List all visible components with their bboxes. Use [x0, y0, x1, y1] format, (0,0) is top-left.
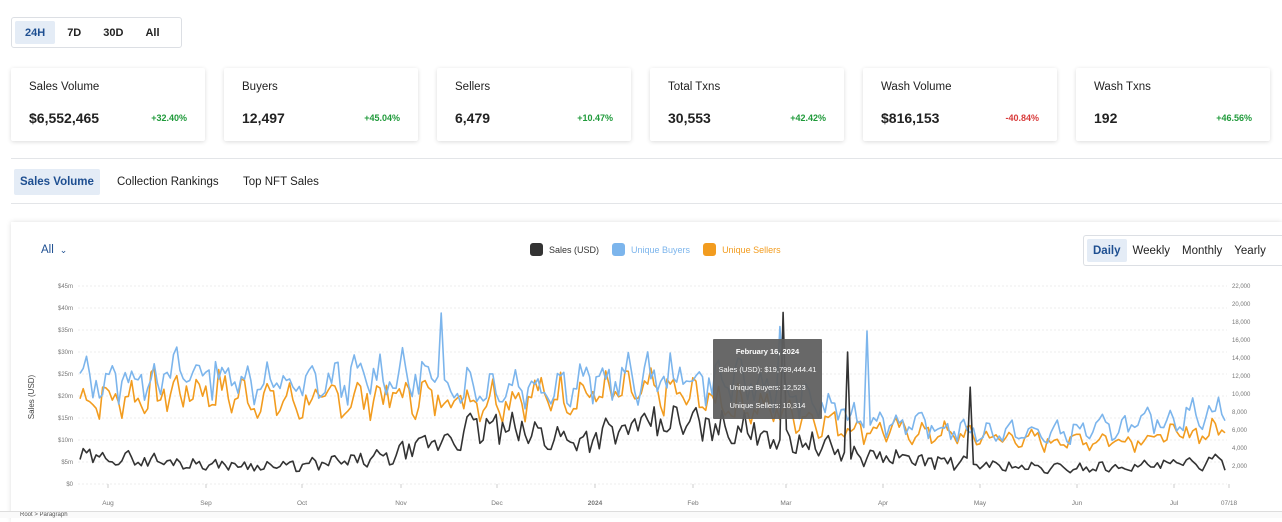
tooltip-buyers: Unique Buyers: 12,523	[729, 383, 806, 392]
legend-label: Unique Sellers	[722, 244, 781, 255]
y-tick-label: $40m	[58, 306, 73, 312]
legend-swatch	[530, 243, 543, 256]
y2-tick-label: 20,000	[1232, 302, 1251, 308]
x-tick-label: 2024	[588, 500, 603, 507]
y-axis-label: Sales (USD)	[27, 374, 36, 419]
x-tick-label: Sep	[200, 500, 212, 507]
chart-legend: Sales (USD) Unique Buyers Unique Sellers	[530, 243, 781, 256]
range-24h-button[interactable]: 24H	[15, 21, 56, 44]
stat-value: 192	[1094, 110, 1118, 126]
series-line-sales	[79, 311, 1226, 475]
tab-sales-volume[interactable]: Sales Volume	[14, 169, 100, 195]
x-tick-label: Jun	[1072, 500, 1083, 507]
x-tick-label: Mar	[780, 500, 792, 507]
stat-value: 6,479	[455, 110, 491, 126]
stat-card-total-txns: Total Txns 30,553 +42.42%	[650, 68, 844, 141]
y2-tick-label: 12,000	[1232, 374, 1251, 380]
y-tick-label: $15m	[58, 416, 73, 422]
divider	[11, 158, 1282, 159]
x-tick-label: Apr	[878, 500, 889, 507]
stat-card-wash-txns: Wash Txns 192 +46.56%	[1076, 68, 1270, 141]
x-tick-label: Aug	[102, 500, 114, 507]
stat-label: Sales Volume	[29, 81, 100, 93]
y2-tick-label: 8,000	[1232, 410, 1248, 416]
period-selector: Daily Weekly Monthly Yearly	[1083, 235, 1282, 266]
chevron-down-icon: ⌄	[59, 244, 68, 255]
y2-tick-label: 22,000	[1232, 284, 1251, 290]
stat-change: +45.04%	[364, 113, 400, 123]
stat-value: 30,553	[668, 110, 711, 126]
tooltip-sellers: Unique Sellers: 10,314	[729, 401, 806, 410]
divider	[11, 203, 1282, 204]
range-all-button[interactable]: All	[145, 26, 160, 39]
period-daily-button[interactable]: Daily	[1087, 239, 1127, 262]
x-tick-label: Oct	[297, 500, 307, 507]
stat-card-wash-volume: Wash Volume $816,153 -40.84%	[863, 68, 1057, 141]
stat-label: Buyers	[242, 81, 278, 93]
x-tick-label: Dec	[491, 500, 503, 507]
x-tick-label: Feb	[687, 500, 699, 507]
stat-change: +10.47%	[577, 113, 613, 123]
y-tick-label: $35m	[58, 328, 73, 334]
legend-item-buyers[interactable]: Unique Buyers	[612, 243, 690, 256]
range-7d-button[interactable]: 7D	[67, 26, 82, 39]
stat-label: Sellers	[455, 81, 491, 93]
period-weekly-button[interactable]: Weekly	[1132, 244, 1171, 257]
stat-change: +32.40%	[151, 113, 187, 123]
y2-tick-label: 6,000	[1232, 428, 1248, 434]
stat-value: $816,153	[881, 110, 940, 126]
stat-value: 12,497	[242, 110, 285, 126]
y-tick-label: $10m	[58, 438, 73, 444]
tooltip-sales: Sales (USD): $19,799,444.41	[718, 365, 817, 374]
series-line-unique-buyers	[79, 312, 1226, 445]
stat-label: Total Txns	[668, 81, 721, 93]
x-tick-label: Nov	[395, 500, 407, 507]
range-30d-button[interactable]: 30D	[103, 26, 124, 39]
tab-collection-rankings[interactable]: Collection Rankings	[117, 176, 219, 188]
y2-tick-label: 4,000	[1232, 446, 1248, 452]
legend-label: Sales (USD)	[549, 244, 600, 255]
legend-swatch	[703, 243, 717, 256]
tab-top-nft-sales[interactable]: Top NFT Sales	[243, 176, 319, 188]
time-range-selector: 24H 7D 30D All	[11, 17, 182, 48]
status-bar-text: Root > Paragraph	[20, 512, 68, 518]
y-tick-label: $30m	[58, 350, 73, 356]
x-tick-label: Jul	[1170, 500, 1179, 507]
y-tick-label: $25m	[58, 372, 73, 378]
stat-change: +46.56%	[1216, 113, 1252, 123]
stat-card-buyers: Buyers 12,497 +45.04%	[224, 68, 418, 141]
chart-filter-label: All	[41, 244, 54, 256]
legend-item-sellers[interactable]: Unique Sellers	[703, 243, 781, 256]
y2-tick-label: 2,000	[1232, 464, 1248, 470]
chart-filter-dropdown[interactable]: All ⌄	[41, 244, 67, 256]
chart-tooltip: February 16, 2024 Sales (USD): $19,799,4…	[713, 339, 822, 419]
stat-label: Wash Txns	[1094, 81, 1151, 93]
series-line-unique-sellers	[79, 367, 1226, 453]
tooltip-date: February 16, 2024	[735, 347, 800, 356]
legend-label: Unique Buyers	[631, 244, 691, 255]
status-bar: Root > Paragraph	[0, 511, 1282, 518]
y-tick-label: $0	[66, 482, 73, 488]
stat-value: $6,552,465	[29, 110, 100, 126]
y-tick-label: $5m	[61, 460, 73, 466]
y-tick-label: $20m	[58, 394, 73, 400]
legend-item-sales[interactable]: Sales (USD)	[530, 243, 599, 256]
y2-tick-label: 10,000	[1232, 392, 1251, 398]
stat-card-sales-volume: Sales Volume $6,552,465 +32.40%	[11, 68, 205, 141]
y-tick-label: $45m	[58, 284, 73, 290]
y2-tick-label: 14,000	[1232, 356, 1251, 362]
stat-change: +42.42%	[790, 113, 826, 123]
stat-label: Wash Volume	[881, 81, 952, 93]
period-monthly-button[interactable]: Monthly	[1182, 244, 1223, 257]
period-yearly-button[interactable]: Yearly	[1234, 244, 1266, 257]
stat-card-sellers: Sellers 6,479 +10.47%	[437, 68, 631, 141]
legend-swatch	[612, 243, 626, 256]
stat-change: -40.84%	[1005, 113, 1039, 123]
y2-tick-label: 18,000	[1232, 320, 1251, 326]
x-tick-label: 07/18	[1221, 500, 1238, 507]
y2-tick-label: 16,000	[1232, 338, 1251, 344]
x-tick-label: May	[974, 500, 987, 507]
